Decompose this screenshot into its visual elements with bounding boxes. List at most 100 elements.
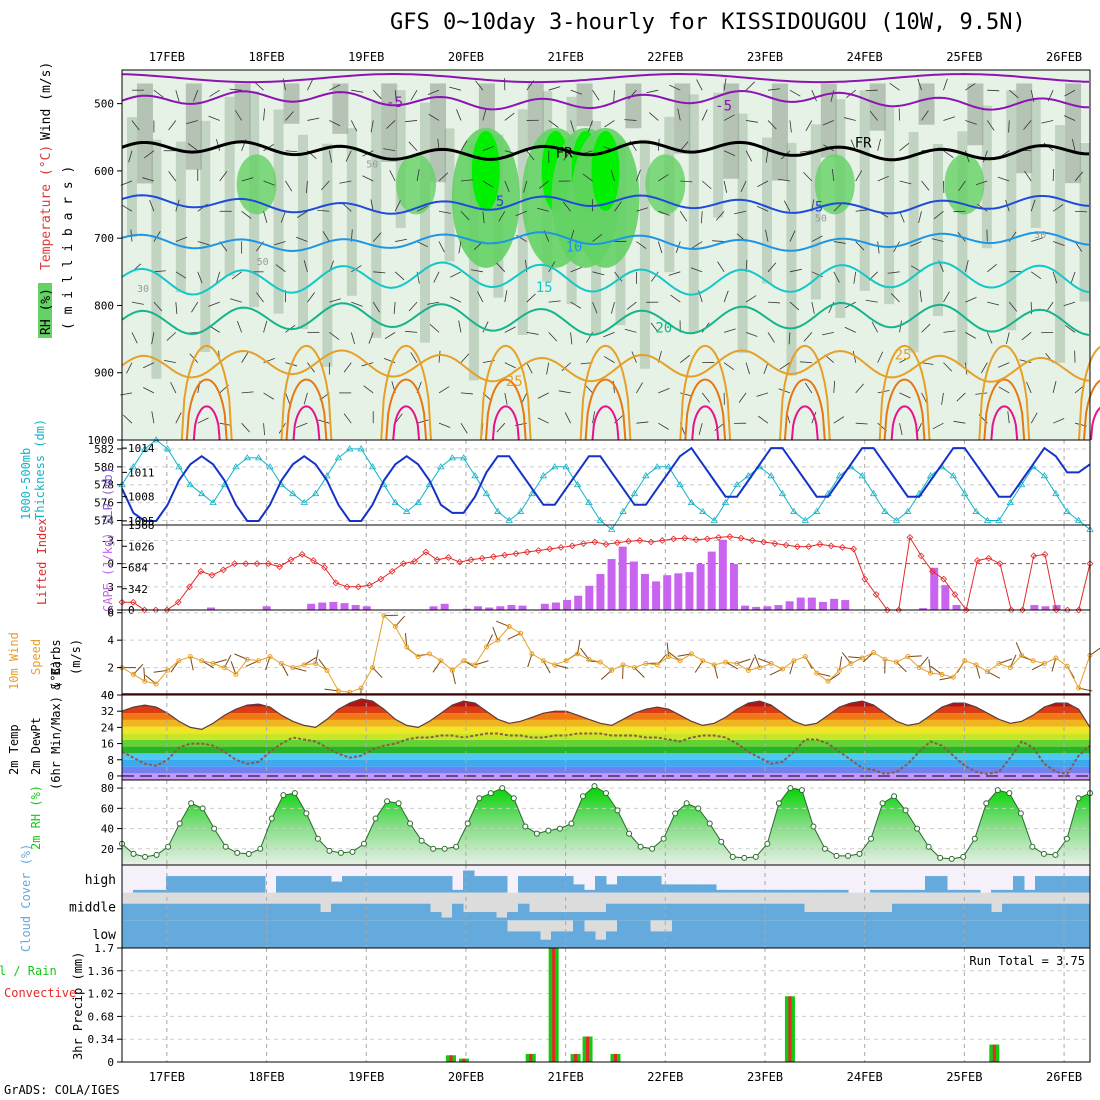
cloud-cover-bar bbox=[518, 931, 530, 948]
cloud-cover-bar bbox=[881, 912, 893, 921]
cloud-cover-bar bbox=[177, 920, 189, 948]
wind-barb bbox=[128, 150, 133, 163]
wind-barb bbox=[1052, 271, 1058, 284]
cloud-cover-bar bbox=[1057, 920, 1069, 948]
cape-bar bbox=[941, 585, 950, 610]
wind-barb bbox=[998, 386, 1010, 394]
wind-speed-marker bbox=[438, 658, 444, 664]
cape-bar bbox=[818, 601, 827, 610]
wind-barb bbox=[658, 422, 669, 430]
cloud-cover-bar bbox=[936, 876, 948, 893]
lifted-index-marker bbox=[433, 556, 441, 564]
wind-speed-marker bbox=[757, 665, 763, 671]
lifted-index-marker bbox=[996, 560, 1004, 568]
wind-barb bbox=[715, 211, 725, 221]
cape-bar bbox=[674, 573, 683, 610]
wind-barb bbox=[899, 392, 911, 399]
wind-barb bbox=[317, 419, 330, 424]
wind-barb bbox=[449, 86, 462, 91]
cloud-cover-bar bbox=[463, 870, 475, 893]
wind-barb bbox=[386, 120, 396, 129]
wind-barb bbox=[394, 200, 401, 212]
cloud-cover-bar bbox=[254, 920, 266, 948]
wind-barb bbox=[975, 392, 988, 395]
wind-speed-marker bbox=[176, 658, 182, 664]
isotherm-arch bbox=[878, 344, 931, 441]
wind-barb bbox=[187, 143, 199, 152]
cloud-cover-bar bbox=[463, 920, 475, 948]
contour-label: 5 bbox=[496, 194, 504, 210]
cloud-cover-bar bbox=[683, 920, 695, 948]
wind-barb bbox=[1005, 332, 1010, 345]
wind-barb bbox=[460, 210, 470, 221]
contour-label: 5 bbox=[815, 199, 823, 215]
cloud-cover-bar bbox=[518, 876, 530, 893]
lifted-index-marker bbox=[861, 575, 869, 583]
lifted-index-marker bbox=[152, 606, 160, 614]
wind-barb bbox=[783, 200, 791, 212]
wind-barb bbox=[548, 120, 559, 128]
cloud-cover-bar bbox=[639, 903, 651, 921]
cloud-cover-bar bbox=[859, 920, 871, 948]
wind-barb bbox=[899, 423, 903, 436]
rh-marker bbox=[1040, 850, 1047, 857]
cloud-cover-bar bbox=[617, 876, 629, 893]
wind-barb bbox=[175, 302, 178, 315]
wind-barb bbox=[822, 120, 834, 126]
lifted-index-marker bbox=[208, 571, 216, 579]
cloud-cover-bar bbox=[342, 920, 354, 948]
thickness-marker bbox=[414, 498, 422, 506]
contour-label: FR bbox=[855, 135, 872, 151]
rh-marker bbox=[303, 810, 310, 817]
temperature-axis-label: Temperature (°C) bbox=[39, 145, 54, 270]
wind-barb bbox=[303, 260, 308, 272]
thickness-marker bbox=[790, 507, 798, 514]
wind-units-axis-label: (m/s) bbox=[69, 639, 83, 675]
wind-speed-marker bbox=[882, 656, 888, 662]
wind-barb bbox=[757, 180, 769, 187]
contour-label: 30 bbox=[1034, 230, 1046, 241]
wind-speed-marker bbox=[677, 658, 683, 664]
wind-speed-marker bbox=[916, 665, 922, 671]
wind-speed-marker bbox=[404, 644, 410, 650]
wind-barb bbox=[234, 110, 242, 121]
thickness-marker bbox=[767, 472, 775, 479]
wind-speed-marker bbox=[734, 660, 740, 666]
pressure-tick-label: 1000 bbox=[88, 434, 115, 447]
isotherm-line bbox=[121, 72, 1090, 84]
wind-barb bbox=[724, 328, 736, 333]
cloud-cover-bar bbox=[243, 876, 255, 893]
lifted-index-marker bbox=[748, 537, 756, 544]
wind-speed-marker bbox=[324, 667, 330, 673]
wind-barb bbox=[151, 411, 155, 424]
thickness-marker bbox=[1006, 498, 1014, 506]
cloud-cover-bar bbox=[969, 889, 981, 893]
cloud-cover-bar bbox=[353, 920, 365, 948]
wind-speed-marker bbox=[893, 659, 899, 665]
wind-speed-marker bbox=[1064, 663, 1070, 669]
cloud-cover-bar bbox=[1046, 903, 1058, 921]
wind-speed-marker bbox=[392, 623, 398, 629]
rh-band-dark bbox=[1065, 83, 1082, 184]
wind-speed-series bbox=[121, 614, 1091, 693]
cape-bar bbox=[752, 606, 761, 610]
wind-barb bbox=[384, 332, 396, 340]
cloud-cover-bar bbox=[595, 876, 607, 893]
wind-barb bbox=[317, 209, 330, 212]
cloud-cover-bar bbox=[254, 903, 266, 921]
wind-tick-label: 6 bbox=[107, 607, 114, 620]
rh-marker bbox=[533, 830, 540, 837]
rh-marker bbox=[960, 853, 967, 860]
wind-barb bbox=[723, 114, 735, 121]
rh-marker bbox=[430, 845, 437, 852]
cloud-cover-bar bbox=[1013, 876, 1025, 893]
wind-barb bbox=[855, 170, 863, 182]
rh-band bbox=[273, 109, 284, 314]
wind-speed-marker bbox=[233, 671, 239, 677]
rh-marker bbox=[130, 850, 137, 857]
wind-barb bbox=[767, 88, 780, 91]
cape-bar bbox=[574, 595, 583, 610]
wind-barb bbox=[1008, 120, 1010, 133]
x-tick-label-bottom: 19FEB bbox=[348, 1070, 384, 1084]
cloud-cover-bar bbox=[485, 920, 497, 948]
